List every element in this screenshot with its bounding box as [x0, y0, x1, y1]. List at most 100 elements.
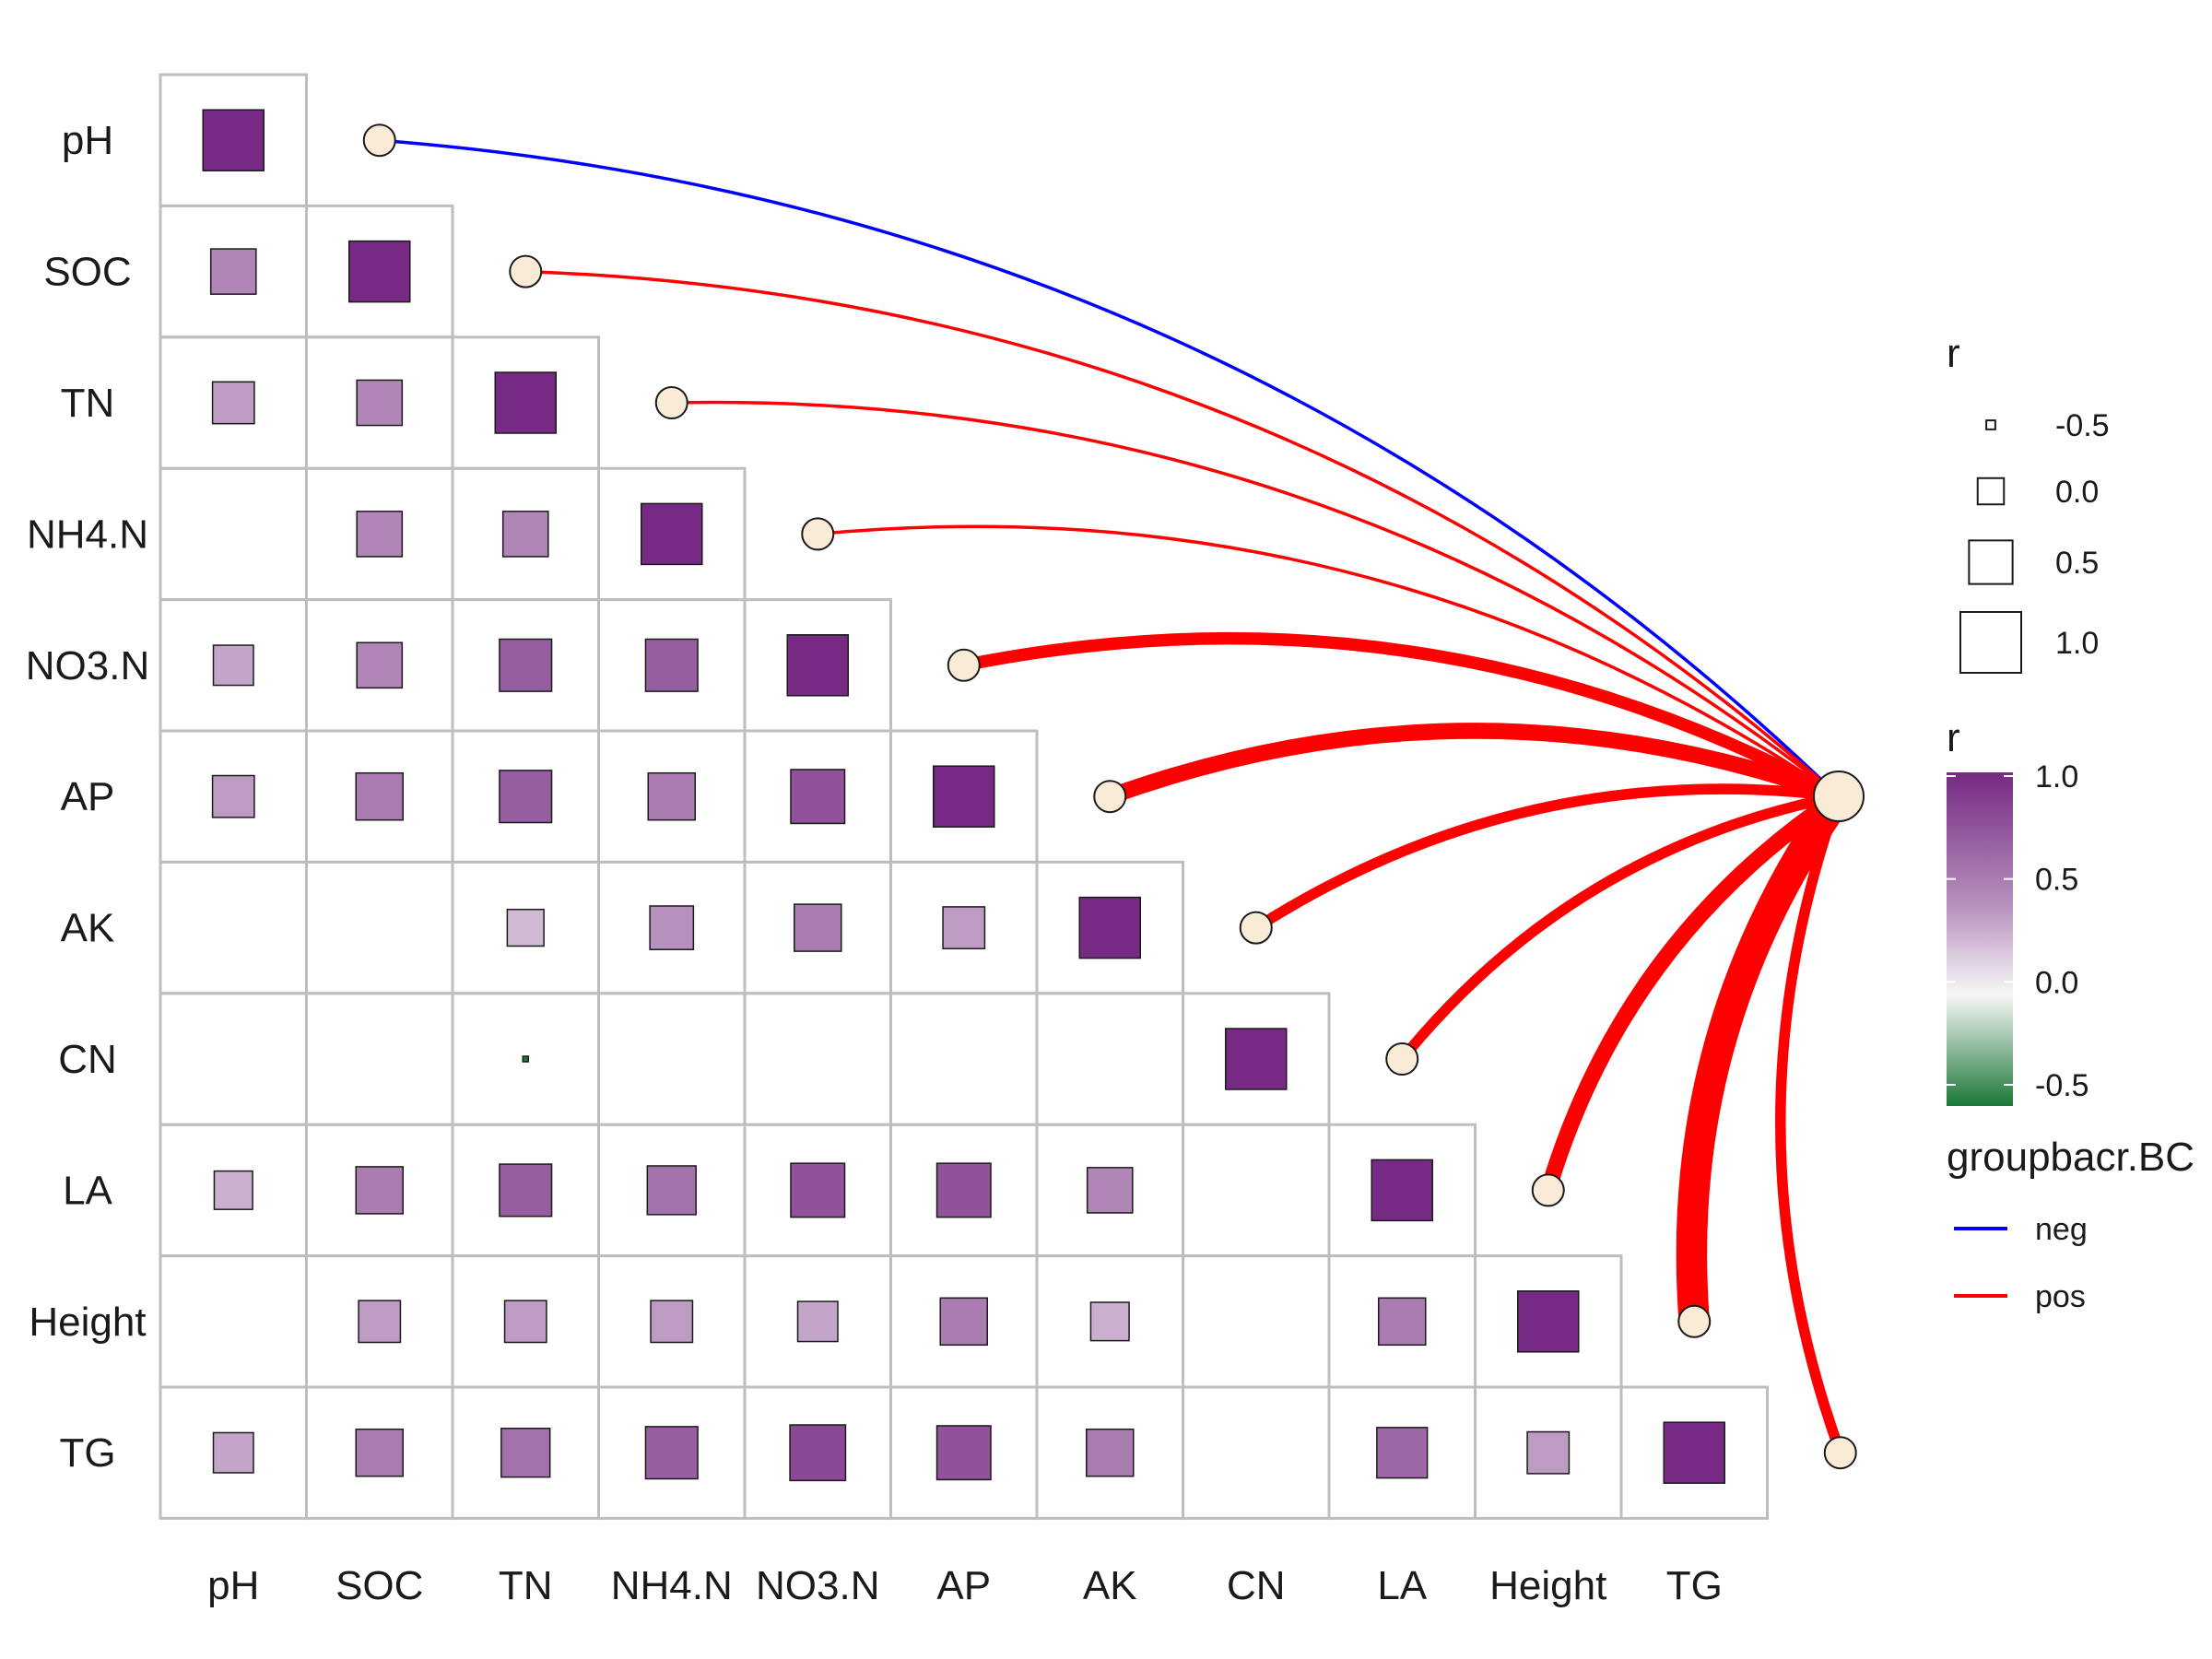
corr-square	[790, 769, 846, 825]
size-legend-label: -0.5	[2055, 408, 2110, 443]
row-label: pH	[62, 118, 113, 163]
column-label: pH	[207, 1563, 259, 1608]
column-label: AK	[1083, 1563, 1137, 1608]
row-label: Height	[29, 1300, 146, 1345]
axis-labels: pH pH SOC SOC TN TN NH4.N NH4.N NO3.N NO3.N AP AP AK…	[26, 118, 1723, 1608]
column-label: LA	[1377, 1563, 1427, 1608]
variable-node	[654, 386, 688, 419]
row-label: TN	[61, 381, 115, 426]
color-legend-label: 0.0	[2035, 965, 2078, 1000]
link-line	[1540, 788, 1847, 1199]
color-legend-title: r	[1947, 715, 1960, 760]
corr-square	[1376, 1427, 1429, 1479]
corr-square	[1378, 1297, 1427, 1347]
grid-cell	[889, 992, 1039, 1126]
column-label: TG	[1666, 1563, 1723, 1608]
size-legend-key	[1985, 419, 1996, 430]
corr-square	[499, 770, 553, 824]
variable-node	[1385, 1042, 1419, 1076]
corr-square	[650, 1300, 694, 1344]
row-label: NO3.N	[26, 643, 149, 688]
corr-square	[644, 1426, 699, 1480]
row-label: AK	[61, 906, 115, 951]
corr-square	[522, 1055, 529, 1063]
corr-square	[499, 638, 553, 692]
column-label: CN	[1227, 1563, 1286, 1608]
size-legend-key	[1959, 611, 2022, 674]
corr-square	[1225, 1028, 1288, 1090]
corr-square	[355, 1166, 404, 1215]
corr-square	[499, 1163, 553, 1218]
link-line	[816, 524, 1841, 798]
link-line	[524, 269, 1841, 798]
variable-node	[362, 124, 396, 158]
row-label: NH4.N	[27, 512, 148, 557]
grid-cell	[305, 992, 454, 1126]
corr-square	[213, 1170, 253, 1210]
link-line	[1101, 723, 1847, 805]
corr-square	[1371, 1159, 1433, 1222]
corr-square	[796, 1300, 839, 1343]
corr-square	[794, 903, 842, 952]
corr-square	[646, 1165, 697, 1216]
corr-square	[935, 1162, 992, 1218]
variable-node	[1677, 1304, 1712, 1338]
corr-square	[506, 908, 545, 947]
corr-square	[935, 1425, 992, 1481]
grid-cell	[597, 992, 747, 1126]
grid-cell	[1619, 1385, 1769, 1520]
row-label: AP	[61, 774, 115, 819]
size-legend-label: 1.0	[2055, 626, 2099, 661]
grid-cell	[743, 992, 892, 1126]
corr-square	[356, 511, 404, 558]
variable-node	[801, 517, 835, 551]
grid-cell	[1182, 1254, 1331, 1389]
column-label: SOC	[335, 1563, 423, 1608]
column-label: NO3.N	[756, 1563, 879, 1608]
corr-square	[1663, 1421, 1725, 1484]
row-label: SOC	[43, 250, 131, 295]
group-legend-title: groupbacr.BC	[1947, 1135, 2194, 1180]
corr-square	[212, 644, 254, 687]
corr-square	[1526, 1430, 1571, 1475]
link-line	[1775, 791, 1846, 1458]
corr-square	[641, 502, 703, 566]
corr-square	[786, 634, 849, 697]
corr-square	[1086, 1428, 1135, 1477]
corr-square	[1517, 1290, 1580, 1353]
corr-square	[789, 1424, 847, 1482]
corr-square	[500, 1428, 551, 1478]
color-legend-label: -0.5	[2035, 1068, 2089, 1103]
column-label: NH4.N	[611, 1563, 733, 1608]
corr-square	[202, 109, 265, 171]
corr-square	[494, 371, 557, 434]
size-legend: r -0.5 0.0 0.5 1.0	[1947, 331, 2110, 674]
corr-square	[358, 1300, 402, 1344]
corr-square	[1089, 1301, 1130, 1342]
corr-square	[503, 1300, 547, 1344]
variable-node	[1239, 911, 1273, 945]
column-label: AP	[936, 1563, 991, 1608]
variable-node	[1531, 1173, 1565, 1207]
corr-square	[649, 905, 695, 950]
matrix-grid	[159, 73, 1769, 1520]
grid-cell	[1035, 992, 1184, 1126]
corr-square	[355, 1428, 404, 1477]
column-label: TN	[499, 1563, 553, 1608]
corr-square	[212, 1431, 254, 1474]
corr-square	[942, 906, 986, 950]
grid-cell	[159, 860, 308, 995]
size-legend-key	[1976, 477, 2006, 506]
size-legend-key	[1968, 539, 2014, 585]
corr-square	[211, 774, 255, 818]
column-label: Height	[1489, 1563, 1606, 1608]
corr-square	[348, 240, 411, 303]
corr-square	[211, 381, 255, 425]
link-line	[1676, 781, 1854, 1337]
grid-cell	[159, 466, 308, 602]
color-legend: r 1.0 0.5 0.0 -0.5	[1947, 715, 2089, 1106]
group-legend-label: pos	[2035, 1279, 2086, 1314]
link-line	[958, 631, 1845, 803]
matrix-cells	[202, 109, 1725, 1484]
link-line	[378, 138, 1841, 798]
